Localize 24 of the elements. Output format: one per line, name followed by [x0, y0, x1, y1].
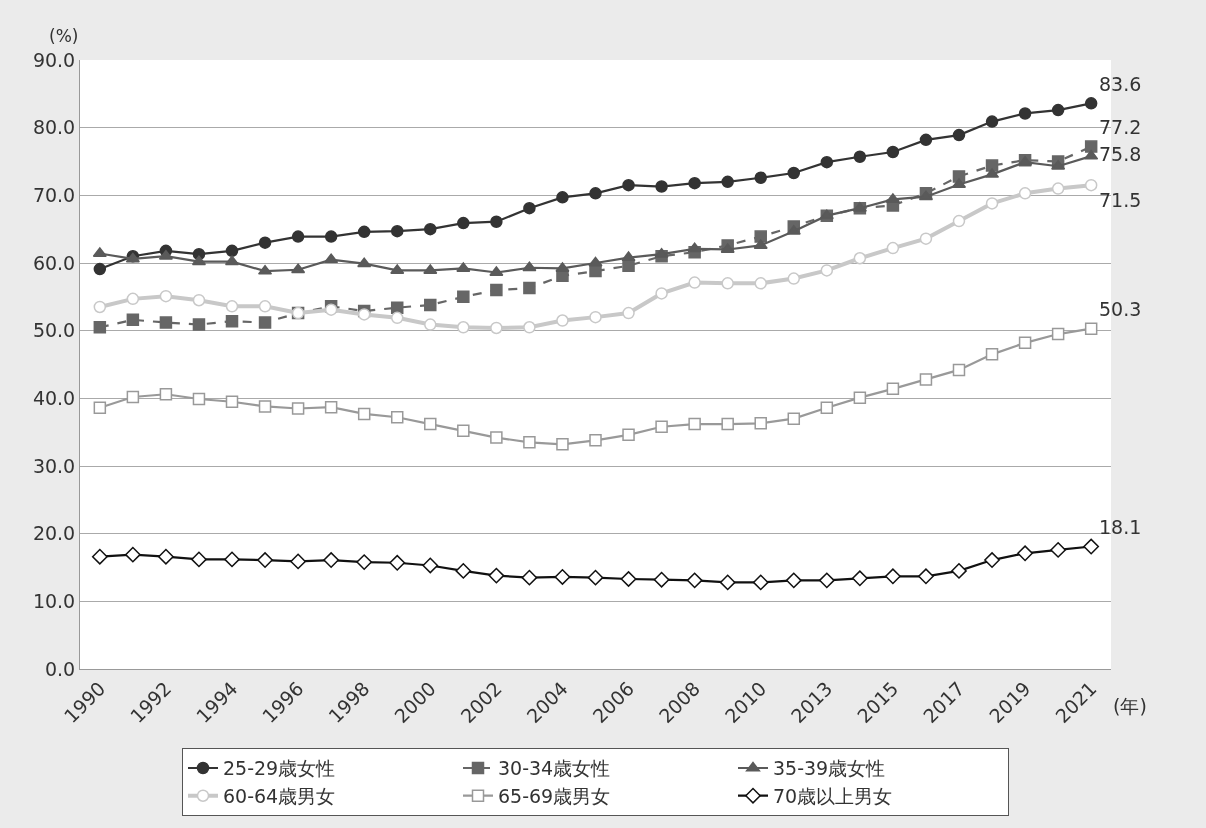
data-label: 77.2 [1099, 115, 1142, 138]
y-tick-label: 20.0 [32, 522, 76, 545]
y-tick-label: 80.0 [32, 116, 76, 139]
data-label: 83.6 [1099, 72, 1142, 95]
legend-label: 30-34歳女性 [498, 757, 611, 780]
data-label: 18.1 [1099, 515, 1142, 538]
y-axis-title: (%) [49, 26, 79, 46]
y-tick-label: 70.0 [32, 183, 76, 206]
y-tick-label: 50.0 [32, 319, 76, 342]
legend-label: 60-64歳男女 [223, 785, 336, 808]
legend-label: 25-29歳女性 [223, 757, 336, 780]
data-label: 75.8 [1099, 142, 1142, 165]
y-tick-label: 90.0 [32, 48, 76, 71]
data-label: 50.3 [1099, 298, 1142, 321]
y-tick-label: 0.0 [44, 657, 76, 680]
y-tick-label: 10.0 [32, 589, 76, 612]
y-tick-label: 30.0 [32, 454, 76, 477]
legend-label: 35-39歳女性 [773, 757, 886, 780]
legend-label: 70歳以上男女 [773, 785, 893, 808]
legend-label: 65-69歳男女 [498, 785, 611, 808]
x-axis-title: (年) [1113, 695, 1147, 717]
y-tick-label: 60.0 [32, 251, 76, 274]
data-label: 71.5 [1099, 189, 1142, 212]
y-tick-label: 40.0 [32, 386, 76, 409]
